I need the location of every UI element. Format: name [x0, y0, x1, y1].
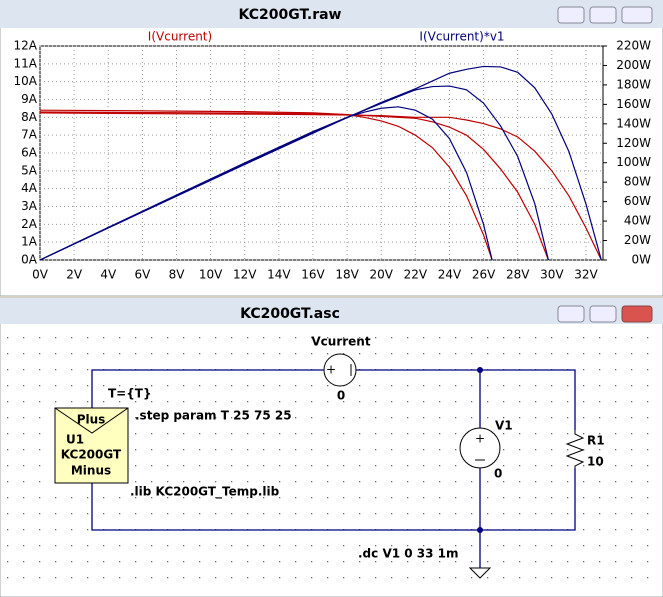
y2-tick-label: 180W	[616, 77, 651, 91]
y-tick-label: 10A	[14, 74, 38, 88]
x-tick-label: 10V	[199, 268, 223, 282]
x-tick-label: 8V	[169, 268, 186, 282]
y-tick-label: 12A	[14, 39, 38, 53]
x-tick-label: 16V	[301, 268, 325, 282]
x-tick-label: 6V	[134, 268, 151, 282]
lib-directive: .lib KC200GT_Temp.lib	[130, 485, 280, 500]
y-tick-label: 0A	[21, 253, 38, 267]
y2-tick-label: 20W	[624, 233, 651, 247]
minimize-button[interactable]	[557, 305, 585, 323]
ground	[468, 567, 492, 579]
y2-tick-label: 160W	[616, 97, 651, 111]
x-tick-label: 18V	[335, 268, 359, 282]
vcurrent-source	[323, 353, 357, 387]
y-tick-label: 2A	[21, 217, 38, 231]
maximize-button[interactable]	[589, 305, 617, 323]
junction	[477, 367, 483, 373]
x-tick-label: 22V	[404, 268, 428, 282]
x-tick-label: 24V	[438, 268, 462, 282]
trace	[39, 111, 549, 261]
v1-value: 0	[494, 467, 502, 481]
y2-tick-label: 60W	[624, 194, 651, 208]
x-tick-label: 20V	[369, 268, 393, 282]
trace	[39, 106, 493, 261]
plot-window: KC200GT.raw 0V 2V 4V 6V 8V 10V 12V 14V 16V 18V 20V…	[0, 0, 663, 296]
r1-name: R1	[587, 434, 605, 448]
title-bar	[0, 0, 663, 28]
trace	[39, 112, 602, 261]
module-ref: U1	[66, 433, 84, 447]
y-tick-label: 7A	[21, 128, 38, 142]
window-title: KC200GT.asc	[240, 306, 340, 322]
source-name: Vcurrent	[311, 335, 370, 349]
module-model: KC200GT	[61, 448, 122, 462]
window-title: KC200GT.raw	[239, 7, 342, 23]
pin-top: Plus	[77, 413, 106, 427]
module-triangle	[54, 407, 129, 434]
dc-directive: .dc V1 0 33 1m	[358, 547, 459, 561]
y2-tick-label: 220W	[616, 39, 651, 53]
module-box	[54, 407, 129, 484]
v1-name: V1	[495, 419, 513, 433]
y2-tick-label: 140W	[616, 116, 651, 130]
close-button[interactable]	[621, 305, 653, 323]
plus-sign: +	[475, 432, 485, 446]
close-button[interactable]	[621, 6, 653, 24]
y-tick-label: 5A	[21, 163, 38, 177]
plus-sign: +	[326, 363, 336, 377]
y2-tick-label: 0W	[632, 253, 652, 267]
step-directive: .step param T 25 75 25	[135, 409, 292, 423]
plot-area	[39, 45, 604, 261]
v1-source	[459, 427, 501, 469]
wires	[91, 369, 576, 568]
y2-tick-label: 100W	[616, 155, 651, 169]
trace	[39, 109, 493, 261]
r1-value: 10	[587, 455, 604, 469]
minimize-button[interactable]	[557, 6, 585, 24]
y-tick-label: 3A	[21, 199, 38, 213]
trace-label: I(Vcurrent)	[148, 30, 212, 44]
y-tick-label: 8A	[21, 110, 38, 124]
title-bar	[0, 298, 663, 324]
x-tick-label: 32V	[574, 268, 598, 282]
x-tick-label: 28V	[506, 268, 530, 282]
trace	[39, 85, 549, 261]
y-tick-label: 1A	[21, 235, 38, 249]
x-tick-label: 14V	[267, 268, 291, 282]
y2-tick-label: 200W	[616, 58, 651, 72]
y-tick-label: 6A	[21, 146, 38, 160]
x-tick-label: 12V	[233, 268, 257, 282]
y2-tick-label: 120W	[616, 136, 651, 150]
param: T={T}	[108, 387, 152, 401]
x-tick-label: 2V	[66, 268, 83, 282]
trace-label: I(Vcurrent)*v1	[419, 30, 504, 44]
maximize-button[interactable]	[589, 6, 617, 24]
source-value: 0	[337, 389, 345, 403]
y-tick-label: 9A	[21, 92, 38, 106]
pin-bottom: Minus	[71, 464, 111, 478]
y-tick-label: 11A	[14, 56, 38, 70]
x-tick-label: 0V	[32, 268, 49, 282]
y2-tick-label: 80W	[624, 175, 651, 189]
junction	[477, 527, 483, 533]
x-tick-label: 26V	[472, 268, 496, 282]
resistor	[565, 430, 585, 468]
x-tick-label: 4V	[100, 268, 117, 282]
y-tick-label: 4A	[21, 181, 38, 195]
x-tick-label: 30V	[540, 268, 564, 282]
y2-tick-label: 40W	[624, 214, 651, 228]
schematic-window: KC200GT.asc + + Vcurrent 0 T={T} .step p…	[0, 298, 663, 597]
